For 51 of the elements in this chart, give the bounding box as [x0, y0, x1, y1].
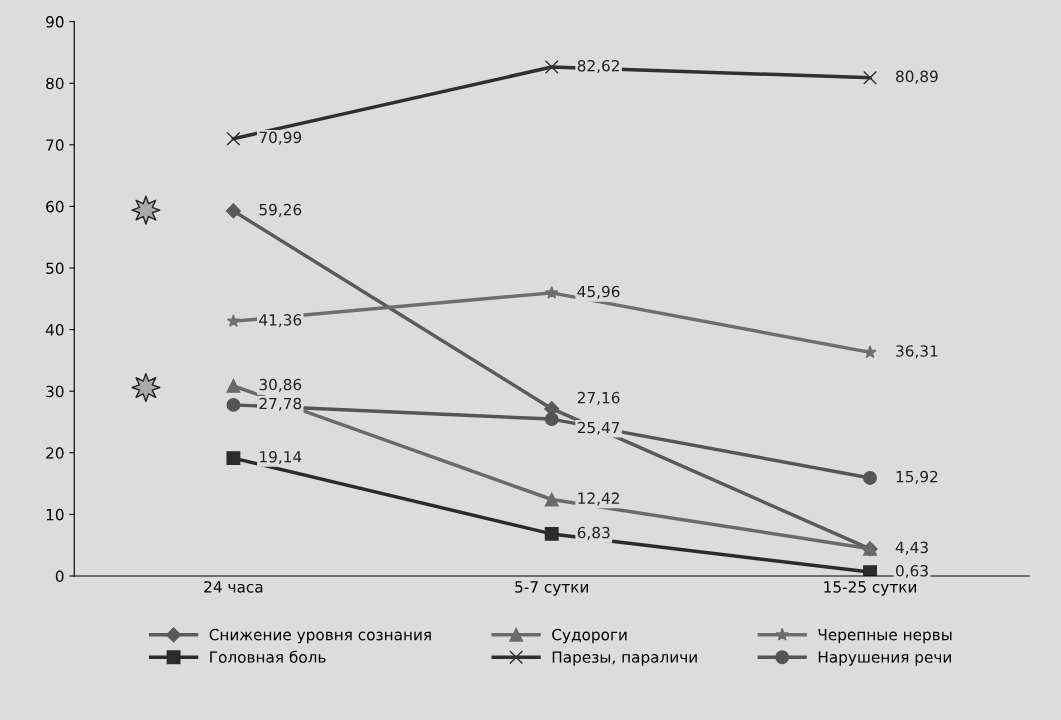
data-label: 30,86 [259, 378, 302, 392]
point [863, 470, 877, 485]
point [226, 378, 241, 393]
y-tick-label: 0 [55, 570, 64, 583]
point [544, 412, 559, 427]
data-label: 6,83 [577, 526, 610, 540]
x-tick-label: 5-7 сутки [515, 581, 588, 596]
y-tick-label: 40 [45, 324, 64, 336]
y-tick-label: 30 [46, 385, 64, 398]
point [544, 492, 559, 507]
data-label: 12,42 [578, 492, 619, 506]
point [226, 131, 241, 146]
point [544, 526, 559, 541]
data-label: 82,62 [577, 59, 619, 74]
legend-label: Нарушения речи [818, 651, 951, 666]
y-tick-label: 90 [46, 16, 64, 28]
data-label: 19,14 [260, 450, 302, 465]
legend-label: Парезы, параличи [552, 651, 697, 666]
data-label: 80,89 [896, 70, 938, 84]
data-label: 27,78 [259, 397, 302, 411]
y-tick-label: 70 [46, 139, 64, 151]
data-label: 59,26 [259, 203, 302, 217]
point [225, 203, 241, 219]
point [226, 314, 241, 327]
legend-label: Головная боль [210, 650, 326, 663]
point [863, 565, 877, 576]
point [226, 397, 241, 412]
data-label: 25,47 [577, 421, 620, 435]
y-tick-label: 80 [46, 77, 64, 90]
y-tick-label: 20 [46, 447, 64, 459]
data-label: 41,36 [259, 314, 302, 328]
y-tick-label: 10 [46, 508, 64, 521]
data-label: 15,92 [896, 470, 938, 484]
point [863, 345, 877, 359]
point [863, 70, 877, 85]
point [545, 285, 559, 299]
legend-label: Судороги [552, 628, 627, 644]
y-tick-label: 50 [46, 262, 64, 275]
y-tick-label: 60 [46, 200, 64, 213]
data-label: 4,43 [895, 541, 928, 555]
data-label: 0,63 [896, 565, 928, 579]
legend-label: Снижение уровня сознания [209, 628, 431, 644]
x-tick-label: 24 часа [204, 581, 263, 593]
data-label: 27,16 [577, 391, 620, 405]
data-label: 70,99 [259, 131, 302, 145]
data-label: 45,96 [577, 285, 620, 299]
point [226, 451, 241, 466]
legend-label: Черепные нервы [818, 629, 952, 644]
x-tick-label: 15-25 сутки [824, 581, 917, 596]
data-label: 36,31 [896, 345, 938, 359]
point [544, 60, 559, 75]
